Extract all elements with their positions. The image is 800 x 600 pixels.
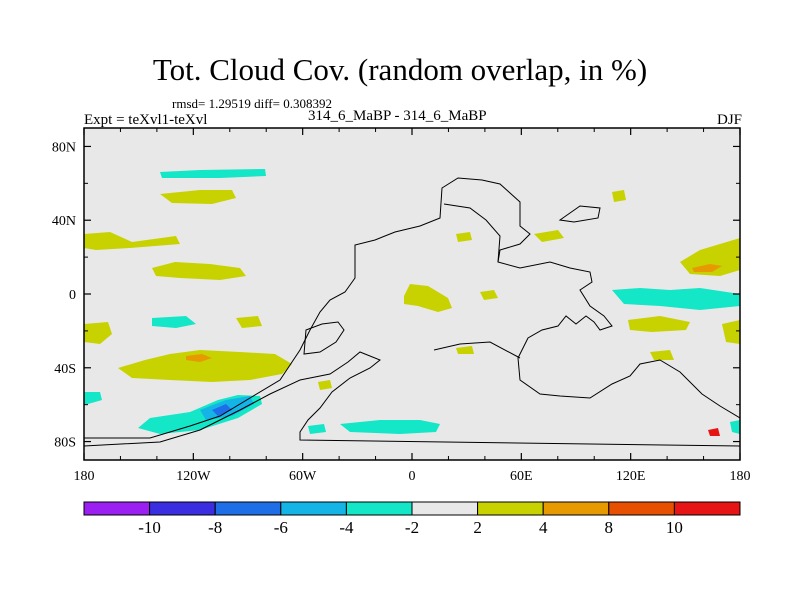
coastline-southern-arc bbox=[84, 351, 740, 447]
coastline-peninsula bbox=[303, 321, 345, 355]
anomaly-north-east-small bbox=[612, 190, 626, 202]
anomaly-tethys-equatorial bbox=[404, 284, 452, 312]
anomaly-atlantic-minor bbox=[308, 424, 326, 434]
anomaly-east-north-core bbox=[692, 264, 722, 272]
coastline-south-coast bbox=[433, 341, 521, 359]
coastline-east-arm bbox=[558, 205, 601, 223]
colorbar-swatch-1 bbox=[149, 501, 216, 516]
stats-label: rmsd= 1.29519 diff= 0.308392 bbox=[172, 96, 332, 111]
colorbar-label: -10 bbox=[138, 518, 161, 537]
coastline-inner-tethys bbox=[443, 203, 501, 263]
y-tick-label: 80N bbox=[52, 140, 76, 155]
anomaly-west-edge-south bbox=[84, 322, 112, 344]
y-tick-label: 40S bbox=[54, 362, 76, 377]
x-tick-label: 120E bbox=[616, 469, 646, 484]
anomaly-east-edge-far-south bbox=[730, 420, 740, 434]
anomaly-mid-south-minor bbox=[456, 346, 474, 354]
colorbar-label: 2 bbox=[473, 518, 482, 537]
colorbar-swatch-9 bbox=[673, 501, 741, 516]
colorbar-swatch-3 bbox=[280, 501, 347, 516]
anomaly-west-edge-north bbox=[84, 232, 180, 250]
anomaly-mid-south-atlantic bbox=[318, 380, 332, 390]
experiment-label: Expt = teXvl1-teXvl bbox=[84, 112, 208, 128]
x-tick-label: 120W bbox=[176, 469, 211, 484]
colorbar-swatch-6 bbox=[477, 501, 544, 516]
anomaly-tethys-small bbox=[480, 290, 498, 300]
colorbar-label: 8 bbox=[605, 518, 614, 537]
x-tick-label: 60E bbox=[510, 469, 533, 484]
colorbar-swatch-0 bbox=[83, 501, 151, 516]
x-tick-label: 60W bbox=[289, 469, 317, 484]
colorbar-label: 10 bbox=[666, 518, 683, 537]
anomaly-south-pacific-subtropical bbox=[118, 350, 292, 382]
anomaly-north-tethys bbox=[456, 232, 472, 242]
colorbar-label: -6 bbox=[274, 518, 288, 537]
anomaly-central-pacific-patch bbox=[152, 262, 246, 280]
colorbar-swatch-5 bbox=[411, 501, 479, 516]
colorbar-label: 4 bbox=[539, 518, 548, 537]
anomaly-north-pacific-patch bbox=[160, 190, 236, 204]
y-tick-label: 40N bbox=[52, 214, 76, 229]
chart-title: Tot. Cloud Cov. (random overlap, in %) bbox=[152, 52, 648, 87]
colorbar-label: -8 bbox=[208, 518, 222, 537]
anomaly-east-south-minor bbox=[650, 350, 674, 360]
colorbar-swatch-8 bbox=[608, 501, 675, 516]
anomaly-southeast-pacific bbox=[236, 316, 262, 328]
anomaly-south-pole-red bbox=[708, 428, 720, 436]
anomaly-subtropic-minor bbox=[84, 392, 102, 404]
season-label: DJF bbox=[716, 112, 742, 128]
anomaly-east-edge-south bbox=[722, 320, 740, 344]
anomaly-layer bbox=[84, 169, 740, 436]
anomaly-east-south-patch bbox=[628, 316, 690, 332]
anomaly-east-equatorial-band bbox=[612, 288, 740, 310]
y-tick-label: 80S bbox=[54, 436, 76, 451]
colorbar-label: -2 bbox=[405, 518, 419, 537]
anomaly-south-pacific-core bbox=[186, 354, 212, 362]
y-tick-label: 0 bbox=[69, 288, 76, 303]
colorbar-label: -4 bbox=[339, 518, 354, 537]
coastline-main-continent bbox=[84, 177, 740, 439]
anomaly-north-pacific-band bbox=[160, 169, 266, 178]
x-tick-label: 180 bbox=[730, 469, 751, 484]
x-tick-label: 180 bbox=[74, 469, 95, 484]
colorbar-swatch-7 bbox=[542, 501, 610, 516]
x-tick-label: 0 bbox=[409, 469, 416, 484]
anomaly-southern-ocean-core bbox=[212, 404, 232, 416]
colorbar-swatch-2 bbox=[214, 501, 282, 516]
period-label: 314_6_MaBP - 314_6_MaBP bbox=[308, 108, 487, 124]
anomaly-central-east bbox=[534, 230, 564, 242]
anomaly-south-atlantic-band bbox=[340, 420, 440, 434]
anomaly-east-north-patch bbox=[680, 238, 740, 276]
coastlines bbox=[84, 177, 740, 447]
colorbar-swatch-4 bbox=[345, 501, 413, 516]
anomaly-pacific-central-south bbox=[152, 316, 196, 328]
